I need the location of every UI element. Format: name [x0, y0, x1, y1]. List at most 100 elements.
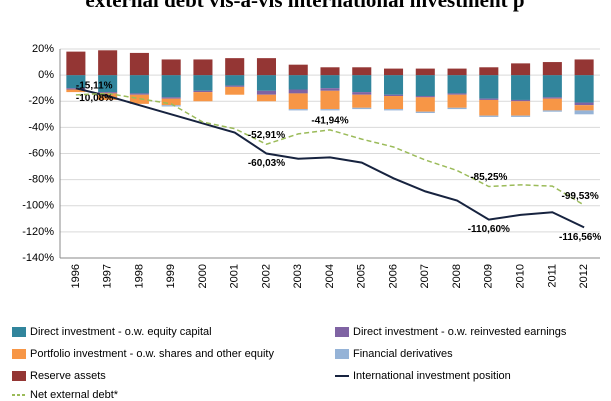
bar-segment	[384, 75, 404, 95]
bar-segment	[384, 109, 404, 111]
bar-segment	[415, 97, 435, 112]
x-tick-label: 2001	[229, 264, 241, 288]
bar-segment	[193, 90, 213, 93]
legend-swatch	[12, 349, 26, 359]
bar-segment	[352, 94, 372, 108]
x-tick-label: 1999	[165, 264, 177, 288]
bar-segment	[384, 94, 404, 97]
x-tick-label: 1998	[133, 264, 145, 288]
bar-segment	[574, 110, 594, 115]
bar-segment	[256, 58, 276, 76]
legend-label: International investment position	[353, 370, 511, 382]
legend-label: Reserve assets	[30, 370, 106, 382]
bar-segment	[479, 98, 499, 100]
bar-segment	[193, 59, 213, 76]
x-tick-label: 2005	[356, 264, 368, 288]
bar-segment	[66, 89, 86, 93]
bar-segment	[511, 115, 531, 117]
bar-segment	[542, 110, 562, 112]
bar-segment	[256, 75, 276, 91]
y-tick-label: -80%	[28, 174, 54, 186]
bar-segment	[511, 101, 531, 116]
bar-segment	[447, 94, 467, 108]
bar-segment	[384, 96, 404, 110]
bar-segment	[320, 75, 340, 89]
bar-segment	[352, 75, 372, 93]
chart-title: external debt vis-à-vis international in…	[85, 0, 524, 12]
bar-segment	[574, 59, 594, 76]
line	[75, 87, 585, 229]
bar-segment	[384, 68, 404, 76]
line	[75, 92, 585, 206]
x-tick-label: 2007	[419, 264, 431, 288]
bar-segment	[352, 92, 372, 95]
bar-segment	[161, 75, 181, 98]
value-label: -110,60%	[468, 224, 510, 235]
bar-segment	[225, 58, 245, 76]
bar-segment	[320, 67, 340, 76]
value-label: -41,94%	[311, 116, 348, 127]
bar-segment	[542, 98, 562, 111]
value-label: -60,03%	[248, 158, 285, 169]
legend-label: Net external debt*	[30, 389, 119, 401]
bar-segment	[288, 75, 308, 90]
x-tick-label: 2003	[292, 264, 304, 288]
bar-segment	[98, 75, 118, 93]
bar-segment	[542, 75, 562, 98]
bar-segment	[66, 75, 86, 89]
bar-segment	[511, 99, 531, 102]
bar-segment	[193, 92, 213, 102]
bar-segment	[161, 105, 181, 107]
y-tick-label: -60%	[28, 147, 54, 159]
legend-label: Portfolio investment - o.w. shares and o…	[30, 348, 274, 360]
y-tick-label: -140%	[22, 252, 54, 264]
value-label: -52,91%	[248, 130, 285, 141]
x-tick-label: 2008	[451, 264, 463, 288]
bar-segment	[511, 63, 531, 76]
bar-segment	[256, 94, 276, 102]
bar-segment	[574, 102, 594, 106]
y-tick-label: 20%	[32, 43, 54, 55]
legend-swatch	[335, 349, 349, 359]
value-label: -15,11%	[76, 81, 113, 92]
bar-segment	[129, 75, 149, 94]
bar-segment	[66, 51, 86, 76]
legend-label: Financial derivatives	[353, 348, 453, 360]
bar-segment	[415, 75, 435, 97]
bar-segment	[447, 68, 467, 76]
bar-segment	[447, 75, 467, 94]
x-tick-label: 2006	[387, 264, 399, 288]
bar-segment	[256, 90, 276, 95]
bar-segment	[161, 59, 181, 76]
bar-segment	[98, 92, 118, 94]
bar-segment	[479, 115, 499, 117]
bar-segment	[479, 99, 499, 116]
legend-label: Direct investment - o.w. reinvested earn…	[353, 326, 567, 338]
bar-segment	[288, 64, 308, 76]
y-tick-label: -100%	[22, 200, 54, 212]
legend-label: Direct investment - o.w. equity capital	[30, 326, 212, 338]
bar-segment	[288, 109, 308, 111]
bar-segment	[225, 75, 245, 86]
legend-swatch	[335, 327, 349, 337]
bar-segment	[320, 109, 340, 111]
bar-segment	[574, 75, 594, 103]
bar-segment	[479, 75, 499, 99]
bar-segment	[225, 85, 245, 87]
bar-segment	[320, 88, 340, 91]
x-tick-label: 2000	[197, 264, 209, 288]
y-tick-label: -20%	[28, 95, 54, 107]
x-tick-label: 2010	[514, 264, 526, 288]
x-tick-label: 2002	[260, 264, 272, 288]
bar-segment	[352, 67, 372, 76]
bar-segment	[415, 96, 435, 98]
bar-segment	[288, 89, 308, 94]
value-label: -99,53%	[561, 191, 598, 202]
y-tick-label: 0%	[38, 69, 54, 81]
x-tick-label: 1996	[70, 264, 82, 288]
bar-segment	[225, 86, 245, 95]
value-label: -116,56%	[559, 232, 601, 243]
bar-segment	[320, 90, 340, 110]
legend-swatch	[12, 371, 26, 381]
